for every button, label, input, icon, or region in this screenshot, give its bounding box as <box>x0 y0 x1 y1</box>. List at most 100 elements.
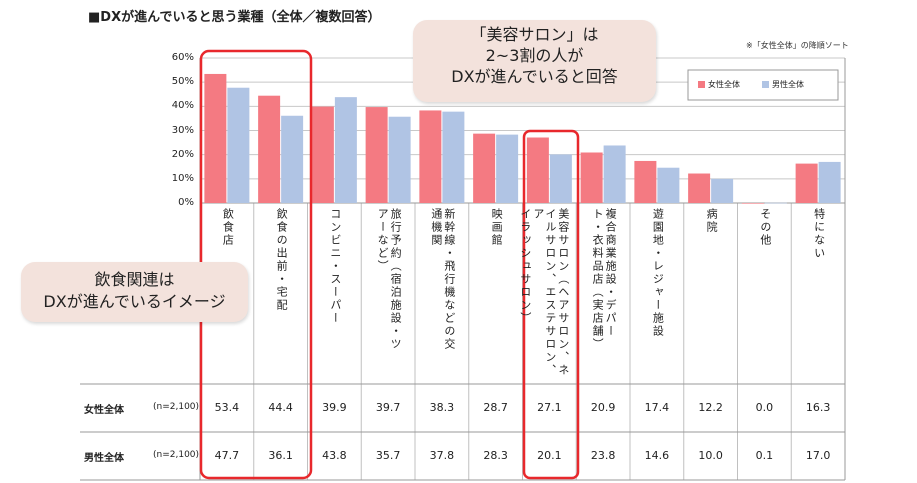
bar-female <box>473 133 496 203</box>
bar-male <box>711 178 734 203</box>
category-label-line: 病院 <box>705 208 719 234</box>
row-label-male: 男性全体 <box>84 453 124 464</box>
category-label-line: 通機関 <box>429 208 443 247</box>
table-cell-value: 28.7 <box>483 401 508 414</box>
table-cell-value: 23.8 <box>590 449 616 462</box>
category-label: 複合商業施設・デパー ト・衣料品店（実店舗） <box>590 208 618 378</box>
category-label: 特にない <box>812 208 826 378</box>
legend-label: 男性全体 <box>772 80 804 89</box>
table-cell-value: 16.3 <box>805 401 831 414</box>
table-cell-value: 38.3 <box>429 401 455 414</box>
table-cell-value: 37.8 <box>429 449 455 462</box>
category-label: 遊園地・レジャー施設 <box>650 208 665 378</box>
table-cell-value: 27.1 <box>537 401 562 414</box>
category-label: コンビニ・スーパー <box>328 208 342 378</box>
bar-male <box>764 202 787 204</box>
category-label-line: ト・衣料品店（実店舗） <box>591 208 605 351</box>
salon-callout: 「美容サロン」は 2~3割の人が DXが進んでいると回答 <box>413 20 656 102</box>
bar-male <box>549 154 572 203</box>
bar-female <box>688 173 711 203</box>
y-tick-label: 10% <box>171 172 194 184</box>
category-label-line: 美容サロン（ヘアサロン、ネ <box>556 208 570 377</box>
y-tick-label: 40% <box>171 100 194 112</box>
bar-female <box>741 203 764 204</box>
category-label-line: その他 <box>758 208 772 247</box>
food-callout-text: 飲食関連は DXが進んでいるイメージ <box>43 270 226 311</box>
table-cell-value: 36.1 <box>268 449 293 462</box>
y-tick-label: 30% <box>171 124 194 136</box>
table-cell-value: 12.2 <box>698 401 723 414</box>
sort-note: ※「女性全体」の降順ソート <box>746 41 849 50</box>
table-cell-value: 17.4 <box>644 401 670 414</box>
bar-male <box>442 111 465 203</box>
category-label-line: イラッシュサロン） <box>518 208 532 325</box>
salon-callout-text: 「美容サロン」は 2~3割の人が DXが進んでいると回答 <box>451 25 618 86</box>
bar-female <box>365 107 388 203</box>
bar-female <box>795 163 818 203</box>
category-label-line: 飲食店 <box>221 208 235 247</box>
category-label-line: 新幹線・飛行機などの交 <box>442 208 456 351</box>
table-cell-value: 28.3 <box>483 449 508 462</box>
bar-male <box>388 116 411 203</box>
category-label: 飲食店 <box>220 208 235 378</box>
table-cell-value: 20.1 <box>537 449 562 462</box>
table-cell-value: 35.7 <box>375 449 401 462</box>
category-label-line: 特にない <box>812 208 826 260</box>
bar-female <box>419 110 442 203</box>
category-label-line: 複合商業施設・デパー <box>604 208 618 338</box>
table-cell-value: 0.0 <box>755 401 774 414</box>
category-label: 病院 <box>704 208 719 378</box>
table-cell-value: 20.9 <box>590 401 616 414</box>
food-callout: 飲食関連は DXが進んでいるイメージ <box>21 262 248 322</box>
category-label: 飲食の出前・宅配 <box>274 208 289 378</box>
category-label-line: 映画館 <box>490 208 504 247</box>
y-tick-label: 60% <box>171 52 194 63</box>
bar-male <box>281 115 304 203</box>
bar-female <box>311 106 334 203</box>
bar-male <box>227 87 250 203</box>
category-label: その他 <box>758 208 772 378</box>
table-cell-value: 17.0 <box>805 449 831 462</box>
highlight-frame-salon <box>522 129 580 480</box>
legend-swatch <box>762 81 769 88</box>
category-label-line: コンビニ・スーパー <box>328 208 342 325</box>
row-label-female: 女性全体 <box>84 405 124 416</box>
bar-female <box>634 160 657 203</box>
bar-male <box>334 97 357 203</box>
y-tick-label: 50% <box>171 76 194 88</box>
table-cell-value: 44.4 <box>268 401 293 414</box>
category-label-line: 飲食の出前・宅配 <box>275 208 289 312</box>
bar-male <box>657 167 680 203</box>
y-tick-label: 20% <box>171 148 194 160</box>
legend-label: 女性全体 <box>708 80 740 89</box>
category-label: 美容サロン（ヘアサロン、ネ イルサロン、エステサロン、ア イラッシュサロン） <box>519 208 570 378</box>
category-label-line: 旅行予約（宿泊施設・ツ <box>389 208 403 351</box>
chart-title: ■DXが進んでいると思う業種（全体／複数回答） <box>88 10 381 25</box>
table-cell-value: 53.4 <box>214 401 240 414</box>
category-label-line: 遊園地・レジャー施設 <box>651 208 665 338</box>
table-cell-value: 47.7 <box>214 449 240 462</box>
y-tick-label: 0% <box>178 197 194 208</box>
category-label-line: アーなど） <box>376 208 390 273</box>
bar-female <box>204 73 227 203</box>
legend-swatch <box>698 81 705 88</box>
category-label: 新幹線・飛行機などの交 通機関 <box>429 208 456 378</box>
category-label-line: イルサロン、エステサロン、ア <box>531 208 557 377</box>
table-cell-value: 14.6 <box>644 449 670 462</box>
sample-size-label: (n=2,100) <box>153 402 200 412</box>
sample-size-label: (n=2,100) <box>153 450 200 460</box>
table-cell-value: 39.7 <box>375 401 401 414</box>
bar-male <box>603 145 626 203</box>
bar-female <box>258 95 281 203</box>
table-cell-value: 0.1 <box>755 449 774 462</box>
bar-male <box>496 134 519 203</box>
category-label: 映画館 <box>489 208 504 378</box>
bar-male <box>818 161 841 203</box>
category-label: 旅行予約（宿泊施設・ツ アーなど） <box>375 208 403 378</box>
table-cell-value: 10.0 <box>698 449 723 462</box>
bar-female <box>580 152 603 203</box>
table-cell-value: 39.9 <box>322 401 347 414</box>
table-cell-value: 43.8 <box>322 449 347 462</box>
bar-female <box>526 137 549 203</box>
